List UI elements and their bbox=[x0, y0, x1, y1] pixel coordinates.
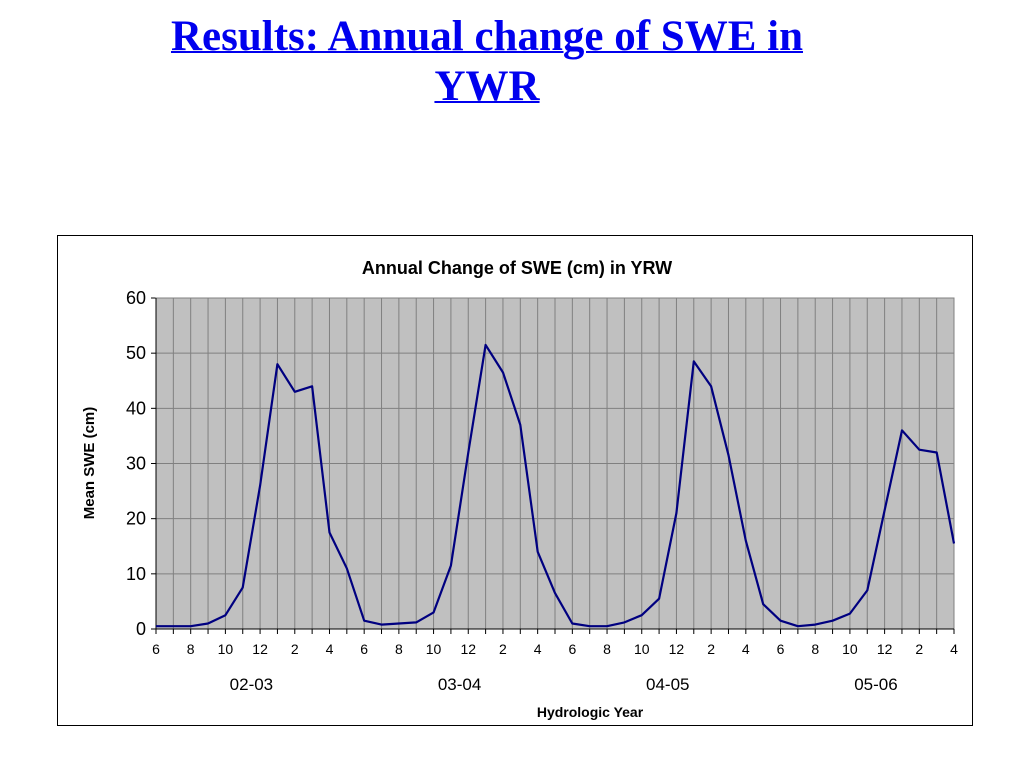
x-tick-label: 12 bbox=[877, 641, 893, 657]
y-tick-label: 40 bbox=[126, 398, 146, 418]
chart-frame: Annual Change of SWE (cm) in YRW Mean SW… bbox=[57, 235, 973, 726]
y-axis-label: Mean SWE (cm) bbox=[81, 407, 98, 520]
x-tick-label: 2 bbox=[707, 641, 715, 657]
year-group-label: 05-06 bbox=[854, 675, 897, 694]
y-tick-label: 20 bbox=[126, 509, 146, 529]
swe-series-line bbox=[156, 343, 956, 628]
x-tick-label: 12 bbox=[669, 641, 685, 657]
x-tick-label: 10 bbox=[426, 641, 442, 657]
x-tick-label: 12 bbox=[252, 641, 268, 657]
x-tick-label: 8 bbox=[811, 641, 819, 657]
x-tick-label: 10 bbox=[634, 641, 650, 657]
x-tick-label: 2 bbox=[915, 641, 923, 657]
year-group-label: 04-05 bbox=[646, 675, 689, 694]
y-tick-label: 50 bbox=[126, 343, 146, 363]
x-tick-label: 4 bbox=[534, 641, 542, 657]
chart-title: Annual Change of SWE (cm) in YRW bbox=[362, 258, 672, 278]
x-axis-label: Hydrologic Year bbox=[537, 704, 644, 720]
x-tick-label: 2 bbox=[499, 641, 507, 657]
slide-title: Results: Annual change of SWE in YWR bbox=[0, 12, 974, 112]
year-group-label: 03-04 bbox=[438, 675, 481, 694]
x-tick-label: 4 bbox=[742, 641, 750, 657]
y-tick-label: 0 bbox=[136, 619, 146, 639]
x-tick-label: 6 bbox=[568, 641, 576, 657]
x-tick-label: 10 bbox=[218, 641, 234, 657]
x-tick-label: 6 bbox=[777, 641, 785, 657]
x-tick-label: 6 bbox=[152, 641, 160, 657]
swe-line-chart: Annual Change of SWE (cm) in YRW Mean SW… bbox=[81, 258, 958, 720]
slide-title-line-1: Results: Annual change of SWE in bbox=[170, 13, 803, 60]
x-tick-label: 4 bbox=[950, 641, 958, 657]
year-group-label: 02-03 bbox=[230, 675, 273, 694]
x-tick-label: 2 bbox=[291, 641, 299, 657]
x-tick-label: 8 bbox=[187, 641, 195, 657]
x-tick-label: 4 bbox=[326, 641, 334, 657]
slide-title-line-2: YWR bbox=[434, 63, 540, 110]
x-tick-label: 10 bbox=[842, 641, 858, 657]
y-tick-label: 10 bbox=[126, 564, 146, 584]
x-tick-label: 8 bbox=[603, 641, 611, 657]
x-tick-label: 6 bbox=[360, 641, 368, 657]
x-tick-label: 12 bbox=[460, 641, 476, 657]
y-tick-label: 30 bbox=[126, 454, 146, 474]
x-tick-label: 8 bbox=[395, 641, 403, 657]
y-tick-label: 60 bbox=[126, 288, 146, 308]
